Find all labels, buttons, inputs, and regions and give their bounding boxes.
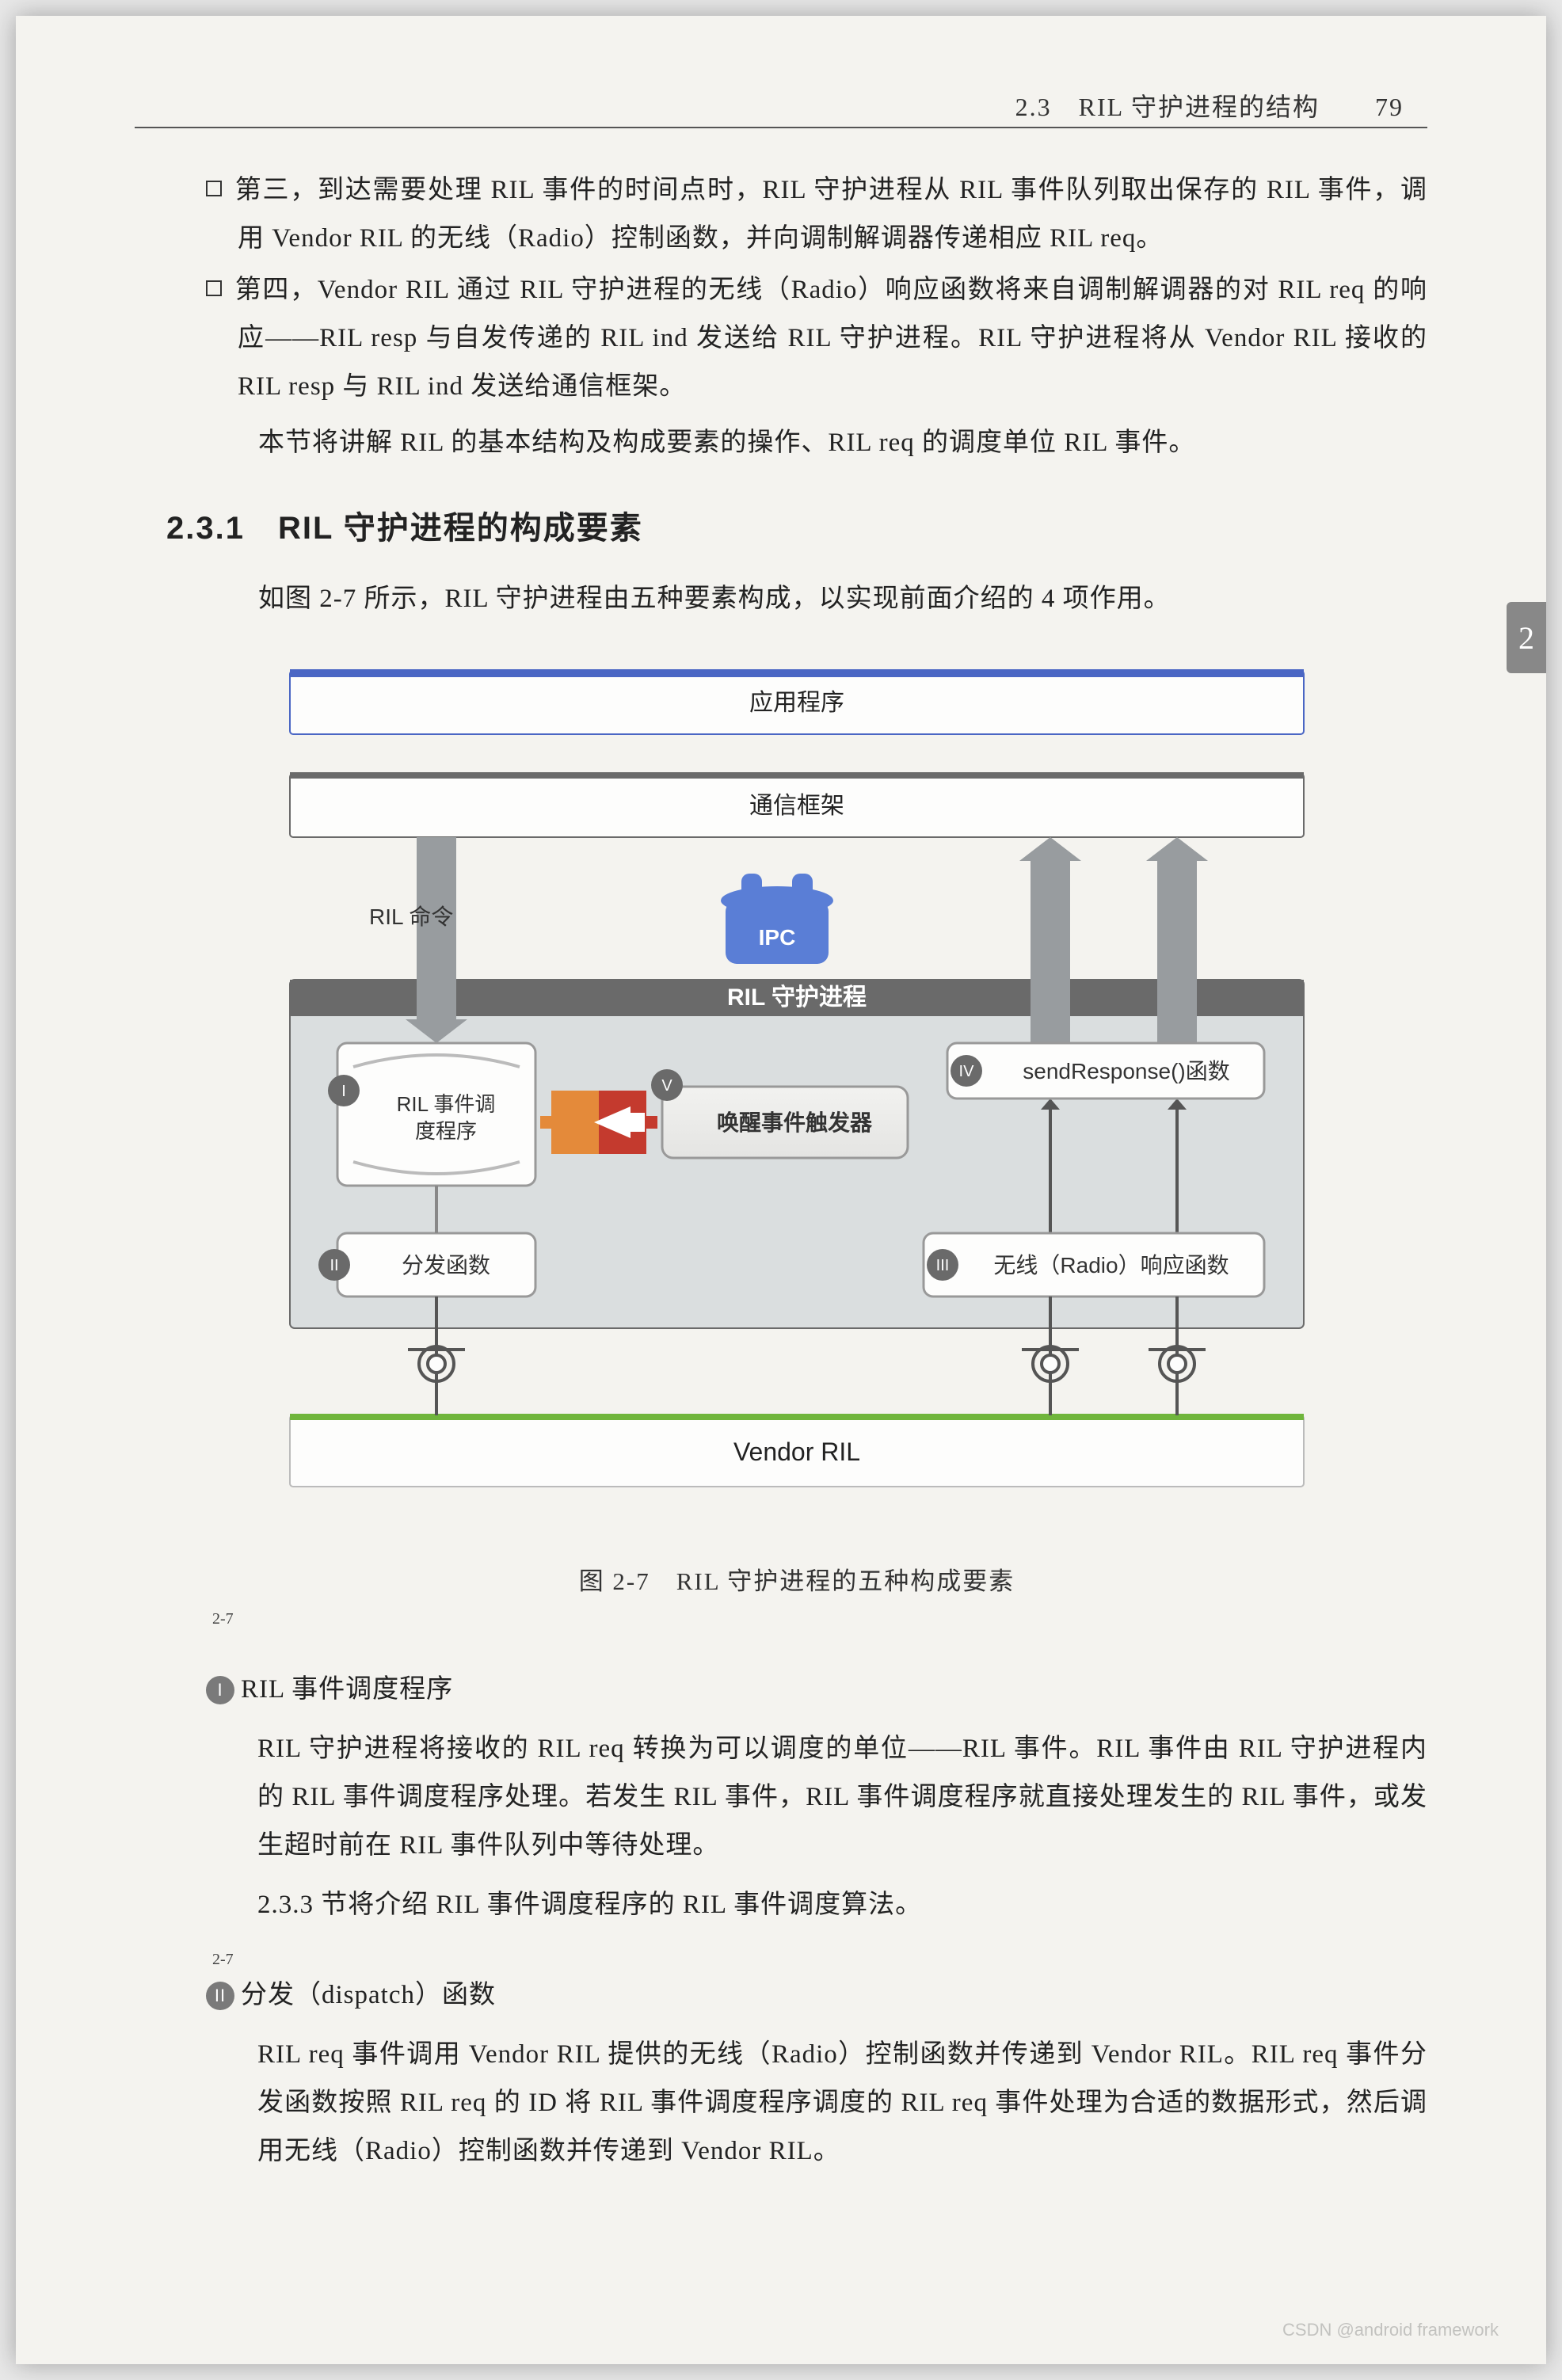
item1-body: RIL 守护进程将接收的 RIL req 转换为可以调度的单位——RIL 事件。… [166,1725,1427,1870]
svg-text:RIL 守护进程: RIL 守护进程 [727,984,867,1011]
bullet-4: 第四，Vendor RIL 通过 RIL 守护进程的无线（Radio）响应函数将… [166,266,1427,411]
svg-text:度程序: 度程序 [415,1119,477,1143]
page-number: 79 [1375,93,1404,121]
page: 2.3 RIL 守护进程的结构 79 2 第三，到达需要处理 RIL 事件的时间… [16,16,1546,2364]
item1-body2: 2.3.3 节将介绍 RIL 事件调度程序的 RIL 事件调度算法。 [166,1881,1427,1929]
ril-diagram-svg: 应用程序通信框架 RIL 守护进程 Vendor RIL RIL 命令 IPC I RIL … [258,647,1335,1518]
badge-ii-icon: II [206,1982,234,2010]
svg-text:通信框架: 通信框架 [749,793,844,819]
svg-text:无线（Radio）响应函数: 无线（Radio）响应函数 [993,1253,1229,1278]
section-label: 2.3 RIL 守护进程的结构 [1015,93,1320,121]
diagram: 应用程序通信框架 RIL 守护进程 Vendor RIL RIL 命令 IPC I RIL … [258,647,1335,1535]
item1-heading: IRIL 事件调度程序 [166,1666,1427,1714]
item1-sup: 2-7 [166,1605,1427,1634]
svg-text:IPC: IPC [759,925,796,950]
page-header: 2.3 RIL 守护进程的结构 79 [1015,87,1404,124]
item2-heading: II分发（dispatch）函数 [166,1971,1427,2020]
bullet-3-text: 第三，到达需要处理 RIL 事件的时间点时，RIL 守护进程从 RIL 事件队列… [234,176,1427,253]
item2-body: RIL req 事件调用 Vendor RIL 提供的无线（Radio）控制函数… [166,2031,1427,2176]
item1-title: RIL 事件调度程序 [241,1675,453,1704]
svg-text:RIL 命令: RIL 命令 [369,904,453,929]
fig-intro: 如图 2-7 所示，RIL 守护进程由五种要素构成，以实现前面介绍的 4 项作用… [166,575,1427,623]
bullet-marker-icon [206,280,222,296]
svg-text:Vendor RIL: Vendor RIL [733,1438,860,1466]
svg-text:III: III [936,1257,950,1274]
svg-text:V: V [661,1077,672,1095]
bullet-3: 第三，到达需要处理 RIL 事件的时间点时，RIL 守护进程从 RIL 事件队列… [166,166,1427,263]
intro-para: 本节将讲解 RIL 的基本结构及构成要素的操作、RIL req 的调度单位 RI… [166,419,1427,467]
section-heading: 2.3.1 RIL 守护进程的构成要素 [166,499,1427,558]
item2-title: 分发（dispatch）函数 [241,1981,496,2009]
svg-text:分发函数: 分发函数 [402,1253,490,1278]
svg-text:sendResponse()函数: sendResponse()函数 [1023,1059,1229,1083]
chapter-tab: 2 [1507,602,1546,673]
svg-text:应用程序: 应用程序 [749,690,844,716]
svg-text:I: I [341,1083,346,1100]
bullet-marker-icon [206,181,222,196]
svg-text:II: II [330,1257,338,1274]
item2-sup: 2-7 [166,1945,1427,1974]
watermark: CSDN @android framework [1282,2320,1499,2340]
bullet-4-text: 第四，Vendor RIL 通过 RIL 守护进程的无线（Radio）响应函数将… [234,276,1427,401]
content: 第三，到达需要处理 RIL 事件的时间点时，RIL 守护进程从 RIL 事件队列… [166,166,1427,2176]
svg-text:IV: IV [959,1063,975,1080]
figure-caption: 图 2-7 RIL 守护进程的五种构成要素 [166,1559,1427,1604]
svg-text:唤醒事件触发器: 唤醒事件触发器 [717,1110,873,1135]
badge-i-icon: I [206,1676,234,1704]
header-rule [135,127,1427,128]
svg-text:RIL 事件调: RIL 事件调 [397,1092,496,1116]
